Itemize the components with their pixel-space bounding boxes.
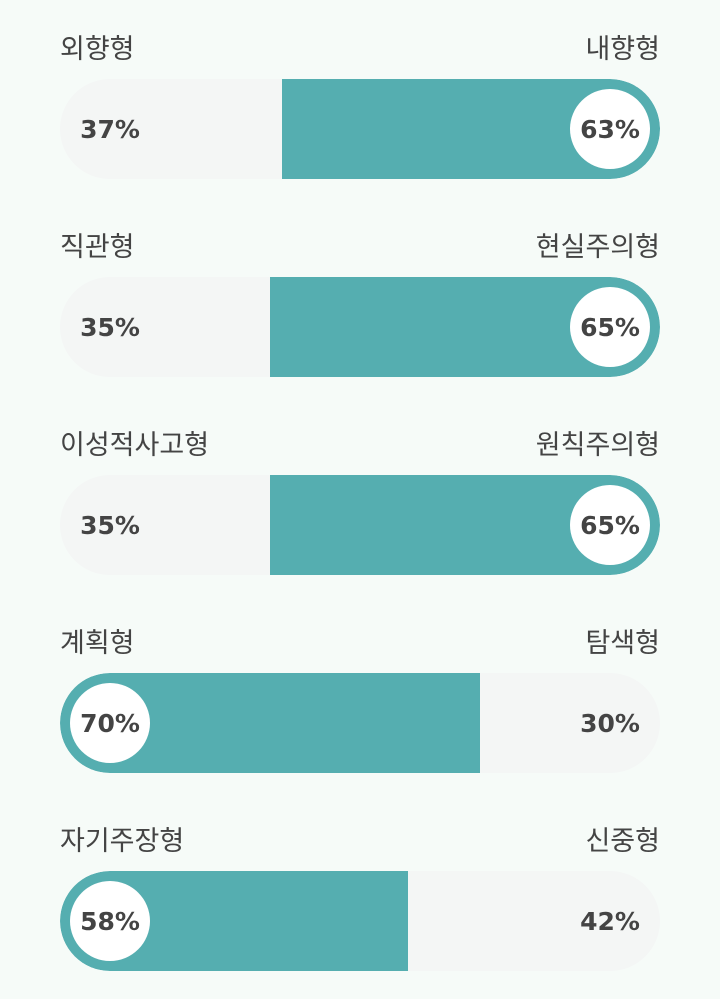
trait-labels: 계획형 탐색형 [60,621,660,661]
right-percent: 42% [580,906,640,936]
left-trait-label: 자기주장형 [60,826,185,857]
right-percent: 63% [570,89,650,169]
left-percent: 58% [70,881,150,961]
trait-bar-track: 37% 63% [60,79,660,179]
trait-row: 자기주장형 신중형 58% 42% [60,819,660,999]
trait-bar-track: 70% 30% [60,673,660,773]
right-trait-label: 신중형 [585,826,660,857]
trait-row: 직관형 현실주의형 35% 65% [60,225,660,405]
right-trait-label: 현실주의형 [535,232,660,263]
left-percent: 35% [80,312,140,342]
left-trait-label: 외향형 [60,34,135,65]
right-trait-label: 원칙주의형 [535,430,660,461]
trait-bar-track: 58% 42% [60,871,660,971]
trait-bar-track: 35% 65% [60,277,660,377]
trait-row: 계획형 탐색형 70% 30% [60,621,660,801]
trait-bar-track: 35% 65% [60,475,660,575]
left-trait-label: 직관형 [60,232,135,263]
right-percent: 65% [570,485,650,565]
left-trait-label: 이성적사고형 [60,430,210,461]
right-trait-label: 탐색형 [585,628,660,659]
right-percent: 30% [580,708,640,738]
left-percent: 35% [80,510,140,540]
trait-labels: 외향형 내향형 [60,27,660,67]
right-percent: 65% [570,287,650,367]
left-percent: 37% [80,114,140,144]
left-percent: 70% [70,683,150,763]
right-trait-label: 내향형 [585,34,660,65]
trait-labels: 이성적사고형 원칙주의형 [60,423,660,463]
trait-labels: 직관형 현실주의형 [60,225,660,265]
trait-row: 이성적사고형 원칙주의형 35% 65% [60,423,660,603]
trait-labels: 자기주장형 신중형 [60,819,660,859]
trait-row: 외향형 내향형 37% 63% [60,27,660,207]
left-trait-label: 계획형 [60,628,135,659]
